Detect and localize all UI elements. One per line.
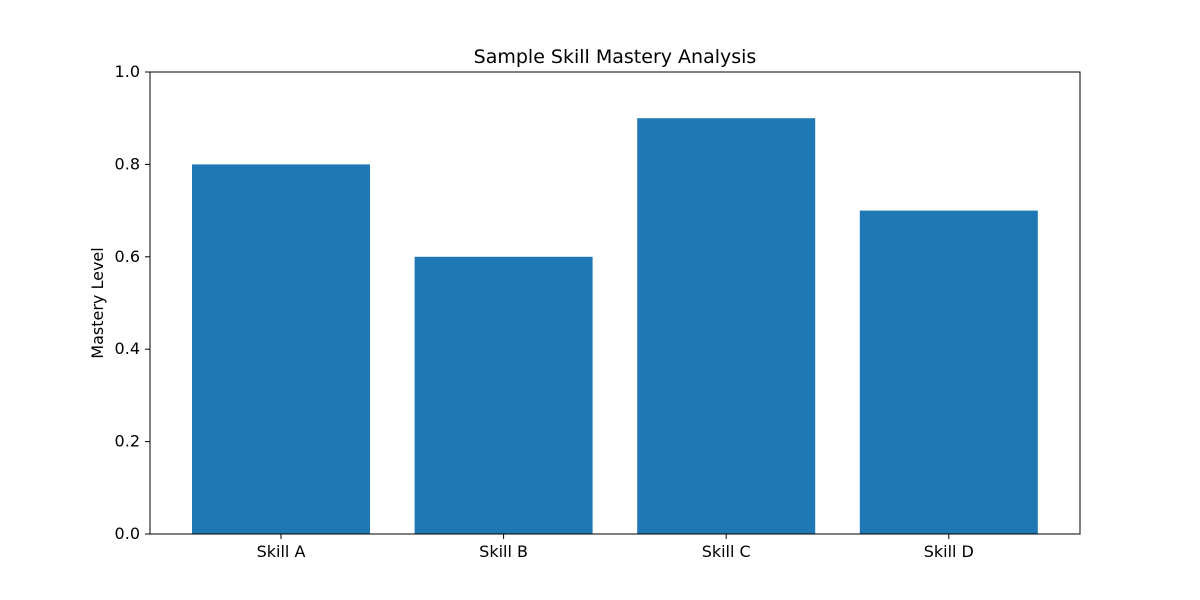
y-tick-label: 0.2: [115, 432, 140, 451]
y-axis-label: Mastery Level: [88, 247, 107, 358]
bar-skill-d: [859, 210, 1038, 534]
bars-group: [192, 118, 1038, 534]
bar-skill-b: [414, 256, 593, 534]
y-tick-label: 0.8: [115, 154, 140, 173]
x-ticks-group: Skill A Skill B Skill C Skill D: [257, 534, 974, 561]
y-tick-label: 0.6: [115, 247, 140, 266]
bar-skill-a: [192, 164, 370, 534]
x-tick-label: Skill A: [257, 542, 306, 561]
x-tick-label: Skill D: [924, 542, 974, 561]
chart-title: Sample Skill Mastery Analysis: [474, 46, 757, 68]
y-tick-label: 0.4: [115, 339, 140, 358]
y-tick-label: 0.0: [115, 524, 140, 543]
x-tick-label: Skill B: [479, 542, 528, 561]
x-tick-label: Skill C: [702, 542, 751, 561]
y-ticks-group: 0.0 0.2 0.4 0.6 0.8 1.0: [115, 62, 150, 543]
plot-frame: [149, 71, 1081, 535]
y-tick-label: 1.0: [115, 62, 140, 81]
bar-skill-c: [637, 118, 816, 534]
